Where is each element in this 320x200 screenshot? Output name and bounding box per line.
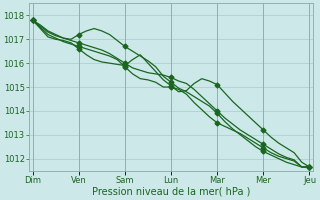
X-axis label: Pression niveau de la mer( hPa ): Pression niveau de la mer( hPa ) [92, 187, 250, 197]
